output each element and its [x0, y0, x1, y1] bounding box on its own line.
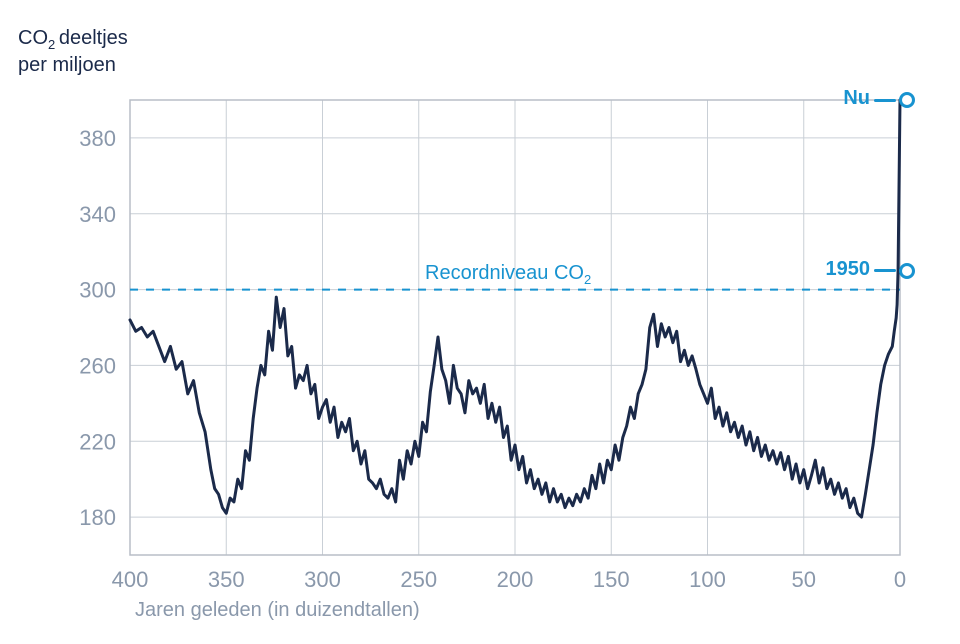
x-axis-title: Jaren geleden (in duizendtallen) — [135, 599, 420, 622]
svg-text:400: 400 — [112, 567, 149, 592]
marker-label: 1950 — [826, 258, 871, 281]
svg-text:300: 300 — [79, 278, 116, 303]
svg-text:0: 0 — [894, 567, 906, 592]
svg-text:200: 200 — [497, 567, 534, 592]
marker-circle — [899, 92, 915, 108]
y-axis-title: CO2 deeltjesper miljoen — [18, 26, 128, 78]
co2-chart: CO2 deeltjesper miljoen 180 220 260 300 340 3… — [0, 0, 960, 644]
svg-text:50: 50 — [792, 567, 816, 592]
svg-text:300: 300 — [304, 567, 341, 592]
record-level-label: Recordniveau CO2 — [425, 262, 591, 287]
svg-text:380: 380 — [79, 126, 116, 151]
marker-label: Nu — [843, 87, 870, 110]
svg-text:150: 150 — [593, 567, 630, 592]
marker-circle — [899, 263, 915, 279]
svg-text:250: 250 — [400, 567, 437, 592]
svg-text:220: 220 — [79, 429, 116, 454]
marker-tick — [874, 269, 896, 272]
svg-text:180: 180 — [79, 505, 116, 530]
svg-text:340: 340 — [79, 202, 116, 227]
y-axis-title-text: CO2 deeltjesper miljoen — [18, 27, 128, 76]
svg-text:100: 100 — [689, 567, 726, 592]
chart-svg: 180 220 260 300 340 380 400 350 300 250 200 150 100 5… — [0, 0, 960, 644]
svg-text:350: 350 — [208, 567, 245, 592]
marker-tick — [874, 99, 896, 102]
svg-text:260: 260 — [79, 353, 116, 378]
